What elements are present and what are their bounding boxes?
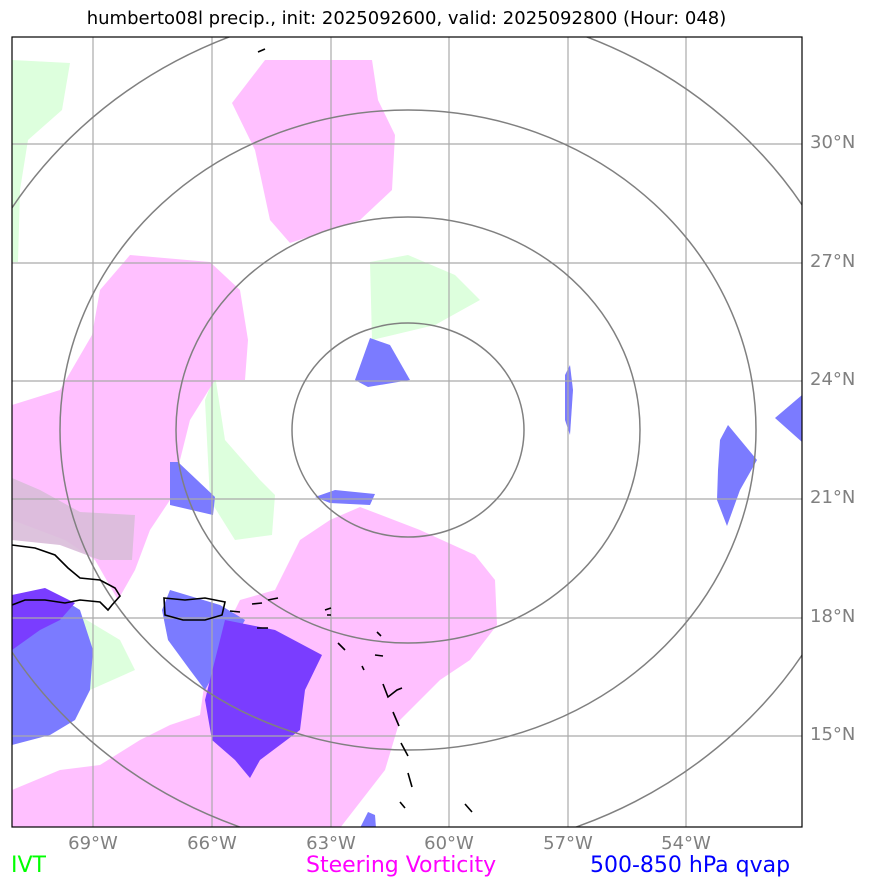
qvap-region-east xyxy=(775,395,802,442)
vorticity-region-north xyxy=(232,60,395,243)
qvap-dark-layer xyxy=(12,588,322,778)
coastline-virgin-islands xyxy=(229,597,279,629)
qvap-region-center xyxy=(355,338,410,387)
plot-border xyxy=(11,36,803,828)
qvap-region-bottom xyxy=(360,812,376,827)
range-ring-1 xyxy=(291,322,525,538)
qvap-region-south xyxy=(162,590,245,690)
qvap-region-line xyxy=(565,365,573,435)
coastline-puerto-rico xyxy=(163,597,226,621)
lon-label-66w: 66°W xyxy=(187,833,237,854)
lat-label-27n: 27°N xyxy=(810,251,856,272)
qvap-region-bar xyxy=(315,490,375,505)
coastline-north xyxy=(257,48,266,53)
ivt-region-center xyxy=(370,255,480,340)
lon-label-69w: 69°W xyxy=(68,833,118,854)
lat-label-24n: 24°N xyxy=(810,369,856,390)
map-title: humberto08l precip., init: 2025092600, v… xyxy=(86,8,727,29)
ivt-region-northwest xyxy=(12,60,70,262)
qvap-dark-region-west xyxy=(12,588,75,650)
range-ring-3 xyxy=(59,109,757,751)
legend-steering-vorticity: Steering Vorticity xyxy=(306,853,497,878)
qvap-region-east-mid xyxy=(717,425,757,526)
coastline-islands xyxy=(324,607,473,813)
legend-qvap: 500-850 hPa qvap xyxy=(590,853,791,878)
lon-label-57w: 57°W xyxy=(543,833,593,854)
qvap-dark-region-south xyxy=(205,620,322,778)
gridlines xyxy=(12,37,802,827)
lon-label-54w: 54°W xyxy=(661,833,711,854)
legend-ivt: IVT xyxy=(11,853,46,878)
range-rings xyxy=(12,37,802,827)
lat-label-15n: 15°N xyxy=(810,724,856,745)
coastlines xyxy=(12,48,473,813)
lat-label-18n: 18°N xyxy=(810,606,856,627)
lon-label-63w: 63°W xyxy=(306,833,356,854)
range-ring-2 xyxy=(175,216,641,644)
lat-label-30n: 30°N xyxy=(810,132,856,153)
coastline-hispaniola xyxy=(12,544,121,612)
lon-label-60w: 60°W xyxy=(424,833,474,854)
ivt-region-mid xyxy=(205,375,275,540)
lat-label-21n: 21°N xyxy=(810,487,856,508)
